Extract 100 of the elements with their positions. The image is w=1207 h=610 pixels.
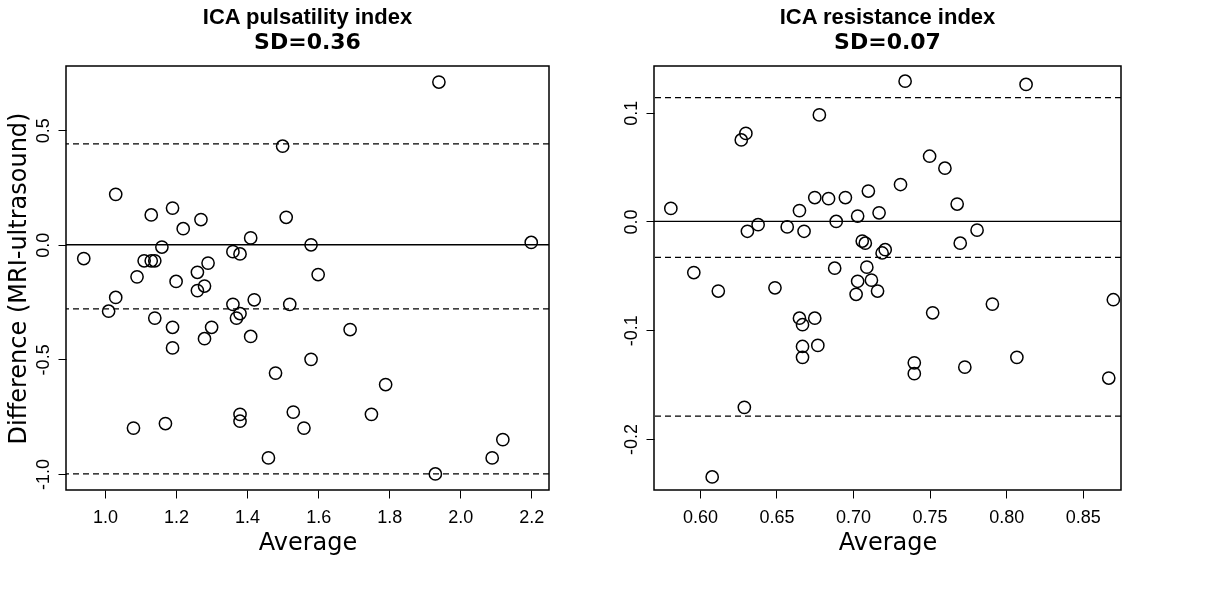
x-tick-label: 0.70 xyxy=(836,506,872,527)
point xyxy=(957,360,972,375)
x-axis-title: Average xyxy=(258,527,358,556)
point xyxy=(792,203,807,218)
point xyxy=(286,405,301,419)
x-tick-label: 1.2 xyxy=(164,506,190,527)
y-tick-label: -0.2 xyxy=(620,423,641,455)
y-tick-label: 0.0 xyxy=(620,209,641,235)
point xyxy=(797,224,811,239)
point xyxy=(165,341,180,355)
point xyxy=(190,265,205,280)
point xyxy=(524,235,539,250)
point xyxy=(343,322,357,337)
point xyxy=(233,247,247,261)
point xyxy=(768,280,782,295)
point xyxy=(795,317,810,332)
x-tick-label: 1.8 xyxy=(377,506,403,527)
chart-subtitle: SD=0.07 xyxy=(834,29,941,54)
point xyxy=(144,208,159,222)
point xyxy=(226,244,240,259)
point xyxy=(861,184,876,198)
point xyxy=(893,177,908,192)
point xyxy=(821,191,836,206)
x-tick-label: 1.6 xyxy=(306,506,332,527)
point xyxy=(243,329,258,344)
point xyxy=(738,126,753,141)
point xyxy=(197,279,212,293)
point xyxy=(807,190,822,205)
point xyxy=(495,432,510,447)
point xyxy=(922,149,937,164)
point xyxy=(875,246,890,260)
point xyxy=(233,414,247,429)
point xyxy=(247,292,262,307)
point xyxy=(1101,371,1116,385)
point xyxy=(827,261,842,276)
point xyxy=(76,251,91,266)
point xyxy=(812,108,827,122)
y-tick-label: 0.1 xyxy=(620,100,641,126)
point xyxy=(850,209,865,223)
point xyxy=(233,407,247,422)
point xyxy=(898,74,912,89)
point xyxy=(108,290,123,305)
point xyxy=(268,366,283,380)
point xyxy=(780,220,795,234)
point xyxy=(1106,292,1121,307)
point xyxy=(432,75,446,89)
point xyxy=(378,377,393,392)
point xyxy=(686,265,701,280)
y-tick-label: 0.5 xyxy=(32,118,53,144)
y-tick-label: -0.5 xyxy=(32,344,53,376)
point xyxy=(194,212,208,227)
point xyxy=(859,260,874,274)
point xyxy=(734,133,749,147)
point xyxy=(304,237,318,252)
point xyxy=(130,269,144,284)
point xyxy=(165,320,180,335)
point xyxy=(872,205,886,220)
point xyxy=(229,311,244,325)
point xyxy=(878,242,893,257)
point xyxy=(169,274,183,289)
point xyxy=(751,217,765,232)
point xyxy=(1010,350,1024,365)
point xyxy=(428,467,443,481)
point xyxy=(261,451,276,465)
x-axis-title: Average xyxy=(838,527,938,556)
point xyxy=(711,284,726,298)
point xyxy=(792,311,807,326)
point xyxy=(101,304,116,319)
point xyxy=(158,416,173,431)
y-tick-label: 0.0 xyxy=(32,232,53,258)
x-tick-label: 0.80 xyxy=(989,506,1025,527)
point xyxy=(663,201,678,216)
point xyxy=(201,256,215,270)
point xyxy=(233,306,247,321)
point xyxy=(165,201,180,215)
point xyxy=(838,190,853,205)
point xyxy=(938,161,952,176)
point xyxy=(950,197,965,211)
chart-title: ICA resistance index xyxy=(779,4,997,29)
x-tick-label: 2.0 xyxy=(448,506,474,527)
point xyxy=(907,366,922,381)
point xyxy=(864,273,879,288)
point xyxy=(737,400,752,415)
y-tick-label: -1.0 xyxy=(32,458,53,490)
x-tick-label: 1.0 xyxy=(93,506,119,527)
point xyxy=(810,338,825,353)
chart-subtitle: SD=0.36 xyxy=(254,29,361,54)
x-tick-label: 2.2 xyxy=(519,506,545,527)
point xyxy=(849,287,863,302)
point xyxy=(795,350,810,365)
x-tick-label: 0.75 xyxy=(912,506,948,527)
point xyxy=(204,320,219,335)
point xyxy=(364,407,379,422)
point xyxy=(907,355,922,370)
point xyxy=(226,297,240,312)
point xyxy=(485,451,500,465)
point xyxy=(243,231,258,245)
point xyxy=(197,331,212,346)
point xyxy=(108,187,123,202)
point xyxy=(705,470,720,484)
